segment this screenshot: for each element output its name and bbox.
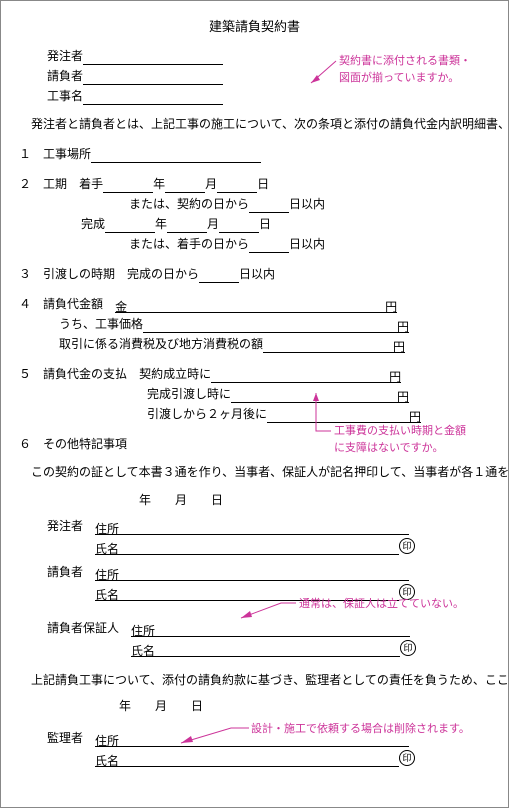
annotation-2-line1: 工事費の支払い時期と金額 xyxy=(334,425,466,437)
pay1-label: 契約成立時に xyxy=(139,367,211,381)
pay3-label: 引渡しから２ヶ月後に xyxy=(147,407,267,421)
sig-addr-4: 住所 xyxy=(95,734,119,748)
item2-label: 工期 xyxy=(43,177,67,191)
annotation-3-text: 通常は、保証人は立てていない。 xyxy=(299,598,464,610)
annotation-2: 工事費の支払い時期と金額 に支障はないですか。 xyxy=(286,393,486,443)
sig-name-1: 氏名 xyxy=(95,542,119,556)
copies-text: この契約の証として本書３通を作り、当事者、保証人が記名押印して、当事者が各１通を… xyxy=(19,463,490,481)
item1-label: 工事場所 xyxy=(43,147,91,161)
or-complete-label: または、着手の日から xyxy=(129,237,249,251)
item3-num: ３ xyxy=(19,267,31,281)
sig-addr-3: 住所 xyxy=(131,624,155,638)
pay2-label: 完成引渡し時に xyxy=(147,387,231,401)
annotation-1: 契約書に添付される書類・ 図面が揃っていますか。 xyxy=(291,53,491,93)
year-label: 年 xyxy=(153,177,165,191)
tax-label: 取引に係る消費税及び地方消費税の額 xyxy=(59,337,263,351)
seal-icon: 印 xyxy=(400,640,416,656)
sig-orderer: 発注者 xyxy=(47,519,83,533)
annotation-2-line2: に支障はないですか。 xyxy=(334,442,443,454)
sig-name-2: 氏名 xyxy=(95,588,119,602)
workname-label: 工事名 xyxy=(47,89,83,103)
document-title: 建築請負契約書 xyxy=(19,17,490,37)
yen-label-1: 円 xyxy=(385,300,397,314)
date-line-2: 年 月 日 xyxy=(19,697,490,715)
annotation-4-text: 設計・施工で依頼する場合は削除されます。 xyxy=(251,723,470,735)
item2-num: ２ xyxy=(19,177,31,191)
sig-name-4: 氏名 xyxy=(95,754,119,768)
sig-name-3: 氏名 xyxy=(131,644,155,658)
day-label-2: 日 xyxy=(259,217,271,231)
annotation-4: 設計・施工で依頼する場合は削除されます。 xyxy=(171,723,491,748)
yen-label-4: 円 xyxy=(389,370,401,384)
item5-num: ５ xyxy=(19,367,31,381)
intro-text: 発注者と請負者とは、上記工事の施工について、次の条項と添付の請負代金内訳明細書、… xyxy=(19,115,490,133)
yen-label-2: 円 xyxy=(397,320,409,334)
or-start-label: または、契約の日から xyxy=(129,197,249,211)
kin-label: 金 xyxy=(115,300,127,314)
sig-addr-1: 住所 xyxy=(95,522,119,536)
start-label: 着手 xyxy=(79,177,103,191)
item5-label: 請負代金の支払 xyxy=(43,367,127,381)
days-within-2: 日以内 xyxy=(289,237,325,251)
sig-addr-2: 住所 xyxy=(95,568,119,582)
yen-label-3: 円 xyxy=(393,340,405,354)
contractor-label: 請負者 xyxy=(47,69,83,83)
item3-label: 引渡しの時期 完成の日から xyxy=(43,267,199,281)
day-label: 日 xyxy=(257,177,269,191)
days-within-3: 日以内 xyxy=(239,267,275,281)
orderer-label: 発注者 xyxy=(47,49,83,63)
uchi-label: うち、工事価格 xyxy=(59,317,143,331)
annotation-1-line2: 図面が揃っていますか。 xyxy=(339,72,459,84)
annotation-1-line1: 契約書に添付される書類・ xyxy=(339,55,471,67)
item6-num: ６ xyxy=(19,437,31,451)
sig-guarantor: 請負者保証人 xyxy=(47,621,119,635)
month-label-2: 月 xyxy=(207,217,219,231)
seal-icon: 印 xyxy=(399,538,415,554)
sig-contractor: 請負者 xyxy=(47,565,83,579)
days-within-1: 日以内 xyxy=(289,197,325,211)
date-line-1: 年 月 日 xyxy=(19,491,490,509)
month-label: 月 xyxy=(205,177,217,191)
complete-label: 完成 xyxy=(81,217,105,231)
item4-label: 請負代金額 xyxy=(43,297,103,311)
sig-supervisor: 監理者 xyxy=(47,731,83,745)
annotation-3: 通常は、保証人は立てていない。 xyxy=(231,598,491,623)
supervisor-text: 上記請負工事について、添付の請負約款に基づき、監理者としての責任を負うため、ここ… xyxy=(19,671,490,689)
item4-num: ４ xyxy=(19,297,31,311)
seal-icon: 印 xyxy=(399,750,415,766)
year-label-2: 年 xyxy=(155,217,167,231)
item1-num: １ xyxy=(19,147,31,161)
item6-label: その他特記事項 xyxy=(43,437,127,451)
